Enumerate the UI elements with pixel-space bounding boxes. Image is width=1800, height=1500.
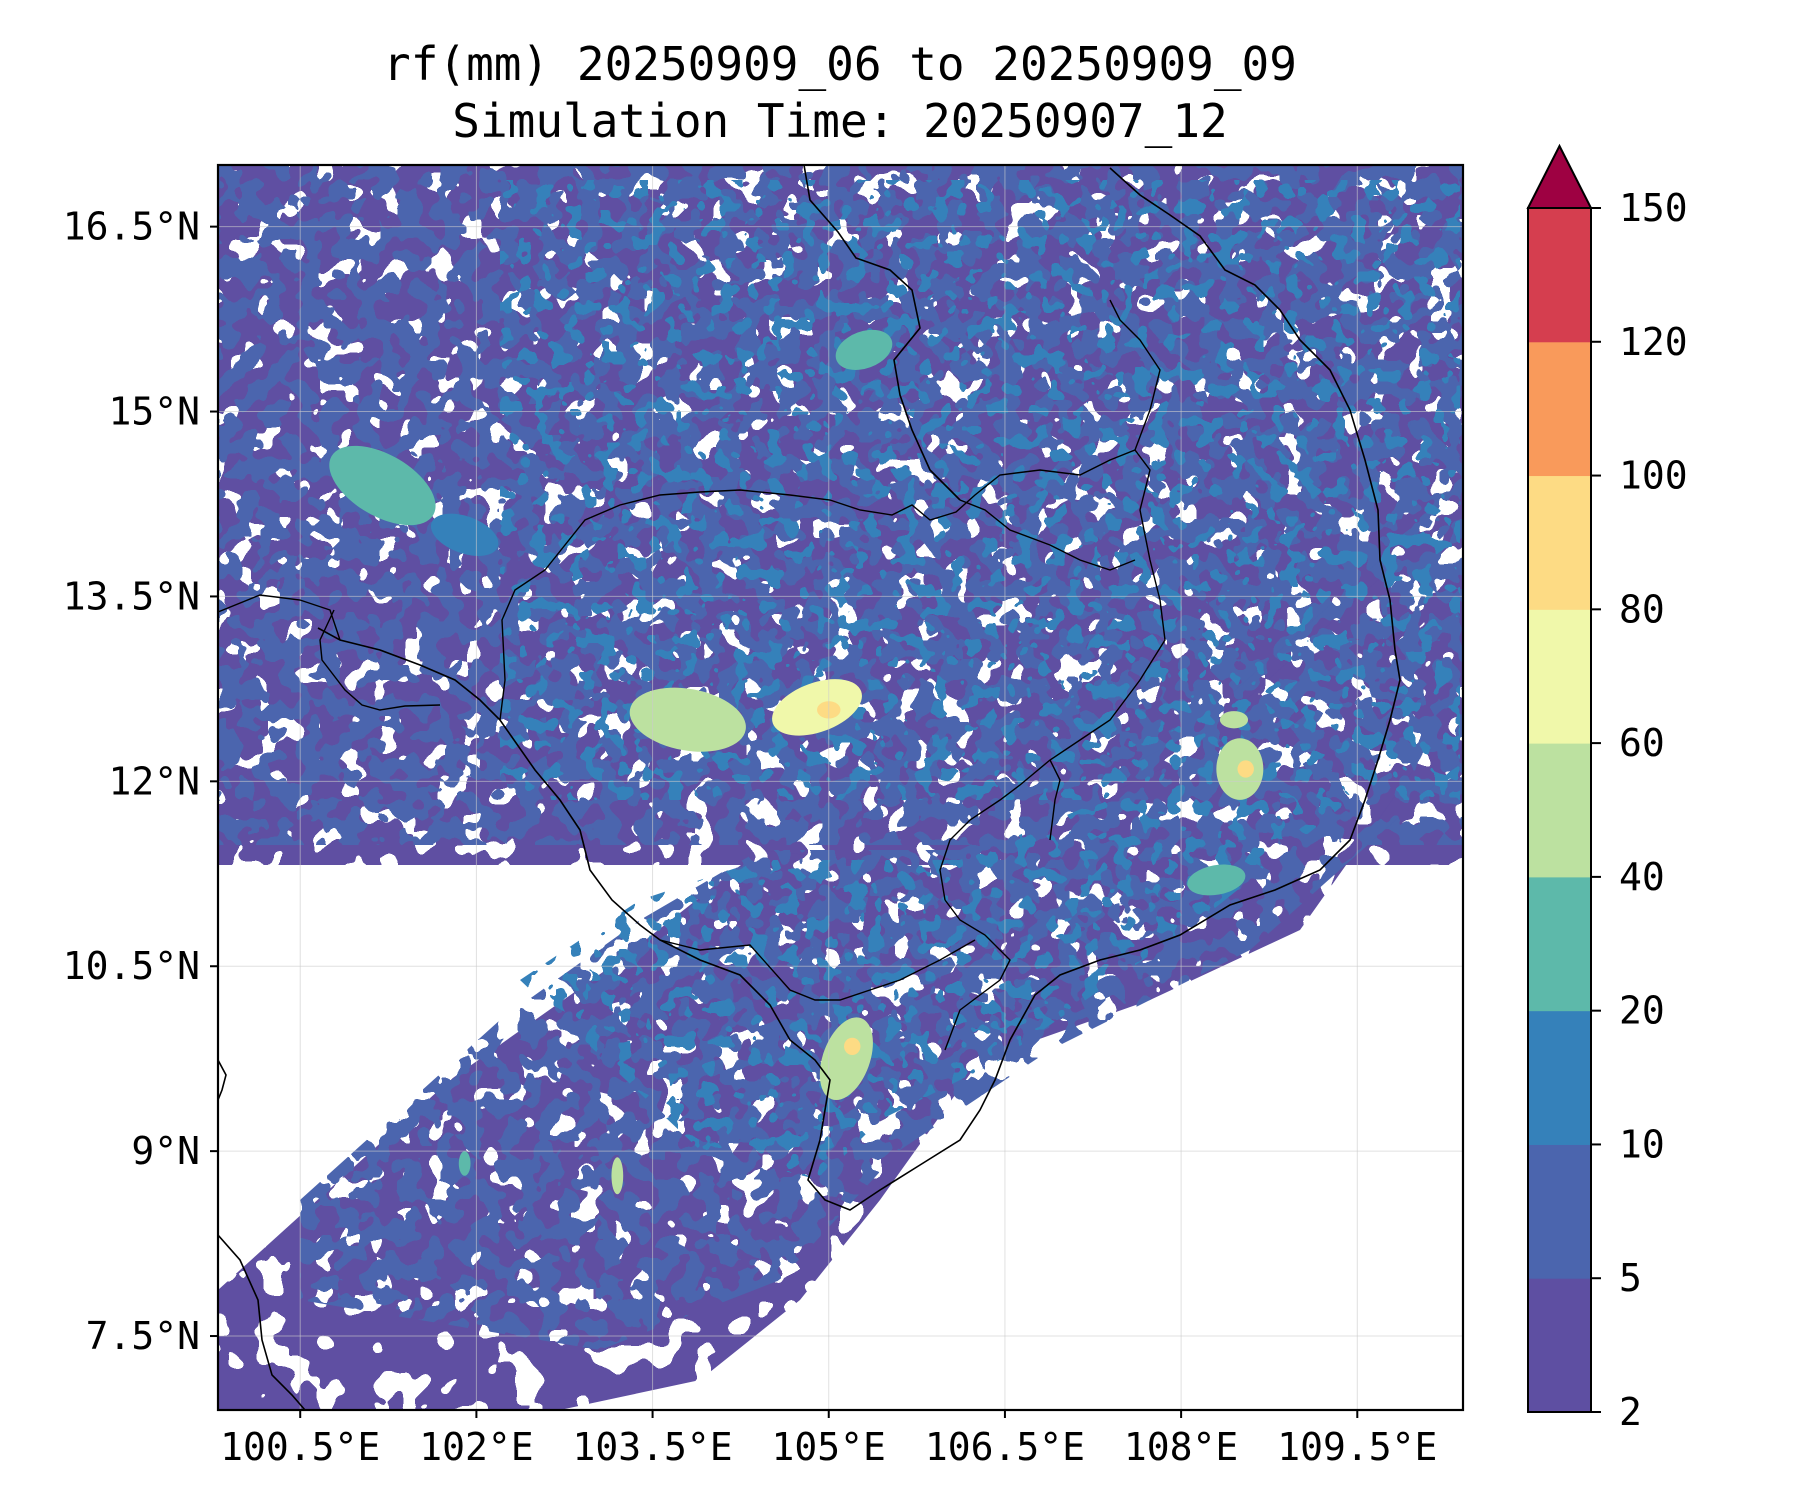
colorbar-tick-label: 5 <box>1619 1256 1642 1300</box>
lon-tick-label: 109.5°E <box>1277 1425 1437 1469</box>
rain-cell <box>458 1151 471 1176</box>
colorbar-segment <box>1528 609 1591 744</box>
colorbar-tick-label: 150 <box>1619 186 1688 230</box>
colorbar-segment <box>1528 1144 1591 1279</box>
lat-tick-label: 9°N <box>131 1129 200 1173</box>
colorbar-tick-label: 40 <box>1619 855 1665 899</box>
colorbar-extend-arrow <box>1526 143 1593 209</box>
longitude-tick-labels: 100.5°E 102°E 103.5°E 105°E 106.5°E 108°E 109.… <box>220 1410 1437 1469</box>
lon-tick-label: 102°E <box>419 1425 533 1469</box>
rain-cell <box>611 1157 624 1195</box>
rain-cell <box>772 679 862 736</box>
colorbar-tick-label: 2 <box>1619 1390 1642 1434</box>
lon-tick-label: 105°E <box>772 1425 886 1469</box>
colorbar-segment <box>1528 743 1591 878</box>
rain-cell <box>1187 864 1246 896</box>
lat-tick-label: 15°N <box>108 390 200 434</box>
colorbar-segment <box>1528 208 1591 343</box>
rain-cell <box>1219 711 1249 729</box>
lat-tick-label: 10.5°N <box>63 944 200 988</box>
colorbar-segment <box>1528 475 1591 610</box>
colorbar-tick-label: 60 <box>1619 721 1665 765</box>
colorbar-frame <box>1527 207 1592 1413</box>
rainfall-cells <box>329 329 1264 1195</box>
colorbar-segment <box>1528 341 1591 477</box>
colorbar-tick-label: 20 <box>1619 989 1665 1033</box>
colorbar: 2 5 10 20 40 60 80 100 120 150 <box>1526 143 1688 1434</box>
rain-cell <box>819 1017 873 1101</box>
colorbar-tick-label: 100 <box>1619 454 1688 498</box>
colorbar-tick-label: 10 <box>1619 1122 1665 1166</box>
colorbar-segment <box>1528 1010 1591 1145</box>
map-frame <box>216 163 1465 1412</box>
rain-cell <box>1237 760 1254 778</box>
rain-cell <box>844 1037 861 1055</box>
rain-cell <box>629 687 746 752</box>
map-title-line2: Simulation Time: 20250907_12 <box>452 94 1227 148</box>
lon-tick-label: 103.5°E <box>572 1425 732 1469</box>
colorbar-tick-label: 120 <box>1619 320 1688 364</box>
rainfall-field-level-10-20 <box>500 180 1460 1180</box>
lon-tick-label: 108°E <box>1124 1425 1238 1469</box>
map-panel <box>218 165 1463 1410</box>
lon-tick-label: 100.5°E <box>220 1425 380 1469</box>
colorbar-tick-label: 80 <box>1619 587 1665 631</box>
colorbar-segment <box>1528 876 1591 1012</box>
lat-tick-label: 13.5°N <box>63 574 200 618</box>
colorbar-segment <box>1528 1278 1591 1413</box>
lon-tick-label: 106.5°E <box>925 1425 1085 1469</box>
coastlines <box>218 165 1401 1410</box>
country-borders <box>218 299 1166 1051</box>
lat-tick-label: 16.5°N <box>63 205 200 249</box>
rain-cell <box>329 445 436 526</box>
rain-cell <box>430 513 499 556</box>
map-title-line1: rf(mm) 20250909_06 to 20250909_09 <box>383 37 1297 91</box>
lat-tick-label: 7.5°N <box>86 1314 200 1358</box>
latitude-tick-labels: 16.5°N 15°N 13.5°N 12°N 10.5°N 9°N 7.5°N <box>63 205 218 1358</box>
rain-cell <box>835 329 893 370</box>
map-gridlines <box>218 165 1463 1410</box>
lat-tick-label: 12°N <box>108 759 200 803</box>
